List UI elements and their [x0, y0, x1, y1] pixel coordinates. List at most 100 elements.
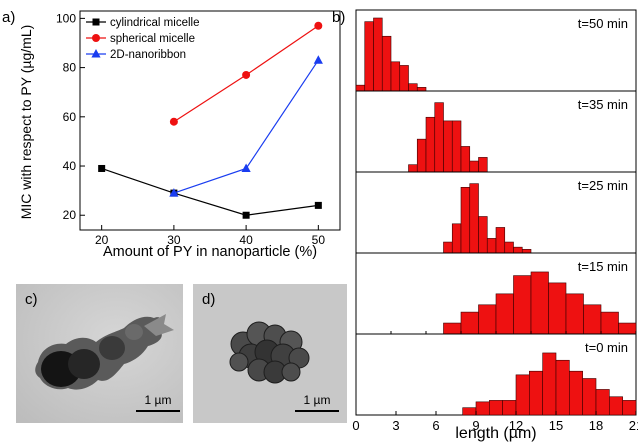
histogram-bar: [530, 271, 549, 335]
x-tick-label: 30: [167, 233, 181, 247]
histogram-bar: [513, 275, 532, 335]
histogram-time-label: t=0 min: [585, 340, 628, 355]
histogram-bar: [408, 164, 418, 173]
panel-label-b: b): [332, 9, 345, 26]
histogram-bar: [595, 389, 610, 416]
histogram-bar: [565, 293, 584, 335]
x-tick-label: 6: [432, 418, 439, 433]
histogram-panels: t=50 min t=35 min t=25 min t=15 min t=0 min: [355, 9, 637, 416]
histogram-bar: [542, 352, 557, 416]
histogram-bar: [513, 246, 523, 254]
histogram-frame: [355, 90, 637, 173]
histogram-bar: [521, 249, 532, 254]
data-point-square: [92, 18, 100, 26]
line-chart-ticks: 20 30 40 50 20 40 60 80 100: [56, 11, 325, 247]
histogram-bar: [462, 407, 477, 416]
x-tick-label: 15: [549, 418, 563, 433]
histogram-bar: [460, 311, 479, 335]
particle-cluster-d: [229, 321, 310, 384]
series-line: [173, 59, 319, 194]
histogram-bar: [443, 322, 462, 335]
histogram-bar: [373, 17, 383, 92]
panel-label-a: a): [2, 9, 15, 26]
histogram-t-15-min: t=15 min: [355, 252, 637, 335]
histogram-ticks: 0 3 6 9 12 15 18 21: [352, 331, 638, 433]
histogram-bar: [609, 396, 623, 416]
histogram-bar: [408, 83, 418, 92]
micrograph-c: c) 1 µm: [16, 284, 183, 423]
histogram-bar: [399, 65, 409, 92]
histogram-bar: [425, 116, 436, 173]
histogram-bar: [515, 374, 530, 416]
histogram-bar: [443, 241, 453, 254]
histogram-bar: [381, 35, 392, 92]
histogram-x-axis-label: length (µm): [455, 425, 536, 442]
histogram-bar: [451, 120, 462, 173]
histogram-time-label: t=35 min: [578, 97, 628, 112]
panel-label-c: c): [25, 291, 38, 308]
data-point-square: [242, 211, 250, 219]
x-tick-label: 18: [589, 418, 603, 433]
x-tick-label: 50: [312, 233, 326, 247]
histogram-bar: [451, 223, 462, 254]
panel-label-d: d): [202, 291, 215, 308]
histogram-bar: [460, 187, 471, 254]
series-2d-nanoribbon: [169, 55, 323, 197]
line-chart: 20 30 40 50 20 40 60 80 100 cylindrical micelle s…: [18, 10, 341, 260]
legend-label: cylindrical micelle: [110, 17, 199, 29]
histogram-bar: [416, 138, 427, 173]
histogram-bar: [504, 241, 514, 254]
data-point-triangle: [91, 49, 101, 58]
x-tick-label: 21: [629, 418, 638, 433]
line-chart-plot-area: [79, 10, 341, 231]
data-point-triangle: [313, 55, 323, 64]
data-point-circle: [242, 70, 251, 79]
histogram-bar: [478, 157, 488, 173]
histogram-bar: [478, 304, 497, 335]
histogram-bar: [618, 322, 637, 335]
y-tick-label: 80: [63, 61, 77, 75]
x-tick-label: 20: [95, 233, 109, 247]
data-point-square: [98, 164, 106, 172]
histogram-bar: [364, 21, 374, 92]
histogram-bar: [600, 311, 619, 335]
data-point-circle: [92, 34, 100, 42]
histogram-bar: [355, 84, 366, 92]
histogram-bar: [390, 61, 401, 92]
histogram-t-0-min: t=0 min: [355, 333, 637, 416]
micrograph-c-image: c) 1 µm: [16, 284, 183, 423]
histogram-t-50-min: t=50 min: [355, 9, 637, 92]
data-point-circle: [314, 21, 323, 30]
histogram-bar: [583, 304, 602, 335]
legend-label: spherical micelle: [110, 33, 195, 45]
histogram-bar: [434, 102, 444, 173]
scale-bar-label-d: 1 µm: [304, 393, 331, 407]
scale-bar-label-c: 1 µm: [145, 393, 172, 407]
histogram-bar: [486, 238, 497, 254]
histogram-bar: [569, 370, 583, 416]
series-cylindrical-micelle: [98, 164, 322, 219]
y-tick-label: 100: [56, 11, 76, 25]
data-point-triangle: [241, 163, 251, 172]
y-tick-label: 60: [63, 110, 77, 124]
scale-bar-d: [295, 410, 339, 412]
y-tick-label: 40: [63, 159, 77, 173]
line-chart-legend: cylindrical micelle spherical micelle 2D-n…: [86, 17, 199, 61]
histogram-bar: [460, 146, 471, 173]
line-chart-series: [98, 21, 323, 219]
histogram-bar: [443, 120, 453, 173]
micrograph-d: d) 1 µm: [193, 284, 347, 423]
series-line: [101, 167, 319, 216]
histogram-bar: [489, 400, 503, 416]
x-tick-label: 12: [509, 418, 523, 433]
histogram-bar: [469, 160, 479, 173]
histogram-bar: [478, 216, 488, 254]
y-tick-label: 20: [63, 208, 77, 222]
histogram-time-label: t=15 min: [578, 259, 628, 274]
line-chart-x-axis-label: Amount of PY in nanoparticle (%): [103, 244, 317, 260]
micrograph-d-image: d) 1 µm: [193, 284, 347, 423]
histogram-bar: [416, 87, 427, 92]
histogram-t-25-min: t=25 min: [355, 171, 637, 254]
